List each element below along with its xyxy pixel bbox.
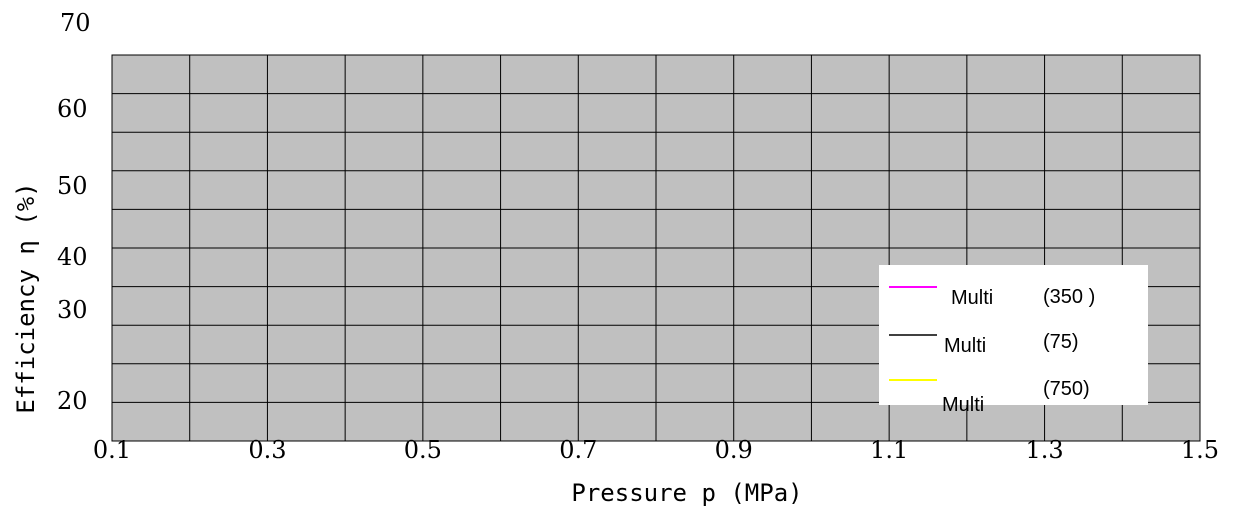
x-tick-label: 0.5 xyxy=(404,436,442,464)
y-tick-label: 40 xyxy=(57,243,88,271)
x-tick-label: 0.1 xyxy=(93,436,131,464)
y-tick-label: 60 xyxy=(57,95,88,123)
y-tick-label: 50 xyxy=(57,172,88,200)
x-tick-label: 0.3 xyxy=(248,436,286,464)
plot-frame xyxy=(111,54,1201,442)
legend-label-multi-750: Multi xyxy=(942,394,984,416)
legend-suffix-75: (75) xyxy=(1043,331,1079,353)
x-tick-labels: 0.1 0.3 0.5 0.7 0.9 1.1 1.3 1.5 xyxy=(93,436,1219,464)
x-axis-title: Pressure p (MPa) xyxy=(571,479,802,507)
x-tick-label: 1.5 xyxy=(1181,436,1219,464)
y-axis-title: Efficiency η (%) xyxy=(12,182,40,413)
x-tick-label: 0.9 xyxy=(715,436,753,464)
legend-label-multi-350: Multi xyxy=(951,287,993,309)
y-tick-label: 30 xyxy=(57,296,88,324)
y-tick-label: 70 xyxy=(60,9,91,37)
legend-suffix-350: (350 ) xyxy=(1043,286,1095,308)
x-tick-label: 1.1 xyxy=(870,436,908,464)
legend-suffix-750: (750) xyxy=(1043,378,1090,400)
legend-label-multi-75: Multi xyxy=(944,335,986,357)
y-tick-label: 20 xyxy=(57,387,88,415)
legend: Multi (350 ) Multi (75) Multi (750) xyxy=(879,265,1148,416)
x-tick-label: 1.3 xyxy=(1025,436,1063,464)
x-tick-label: 0.7 xyxy=(559,436,597,464)
